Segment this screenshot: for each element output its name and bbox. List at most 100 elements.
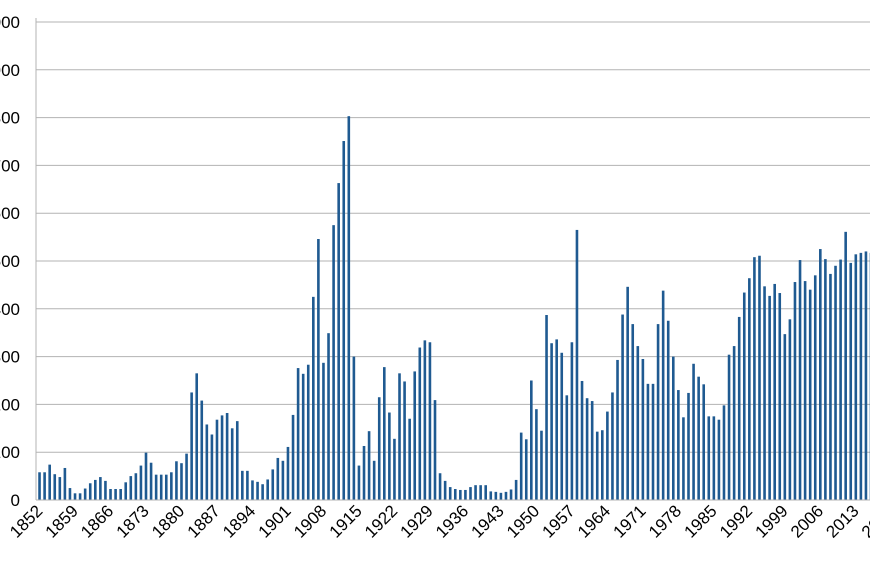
bar-1947: [519, 432, 523, 500]
bar-1891: [235, 421, 239, 500]
y-tick-label: 900: [0, 61, 20, 80]
bar-1993: [753, 257, 756, 500]
bar-1883: [195, 373, 199, 500]
x-tick-label: 1943: [468, 501, 508, 541]
bar-1990: [737, 316, 741, 500]
bar-1887: [215, 419, 219, 500]
x-tick-label: 1866: [77, 501, 117, 541]
bar-2000: [788, 319, 792, 500]
bar-1955: [560, 352, 564, 500]
bar-1959: [580, 380, 584, 500]
bar-1927: [418, 347, 422, 500]
bar-2013: [854, 254, 858, 500]
bar-1916: [362, 445, 366, 500]
bar-1867: [114, 489, 117, 500]
bar-1912: [342, 141, 346, 500]
bar-2015: [864, 251, 868, 500]
bar-1922: [393, 438, 396, 500]
bar-1910: [332, 225, 335, 500]
bar-1854: [48, 464, 51, 500]
bar-1929: [428, 342, 432, 500]
bar-1874: [149, 462, 153, 500]
bar-1896: [261, 484, 264, 500]
bar-1882: [190, 392, 193, 500]
bar-1992: [748, 278, 751, 500]
y-tick-label: 500: [0, 252, 20, 271]
bar-1909: [327, 333, 330, 500]
x-tick-label: 2006: [787, 501, 827, 541]
bar-1881: [185, 453, 188, 500]
bar-1857: [63, 467, 67, 500]
bar-1852: [38, 472, 41, 500]
bar-1942: [494, 491, 498, 500]
bar-1931: [438, 473, 442, 500]
bar-1889: [225, 413, 229, 500]
bar-1963: [601, 430, 604, 500]
bar-1987: [722, 405, 726, 500]
bar-1953: [550, 343, 553, 500]
bar-1930: [433, 400, 437, 500]
bar-1999: [783, 334, 787, 500]
y-tick-label: 400: [0, 300, 20, 319]
x-tick-label: 1964: [574, 501, 614, 541]
bar-1876: [159, 474, 163, 500]
bar-2005: [813, 275, 817, 500]
bar-1900: [281, 460, 285, 500]
y-tick-label: 200: [0, 395, 20, 414]
y-tick-label: 1000: [0, 13, 20, 32]
bar-1925: [408, 418, 411, 500]
bar-2004: [808, 289, 812, 500]
bar-1969: [631, 324, 635, 500]
bar-1978: [677, 390, 680, 500]
x-tick-label: 1929: [397, 501, 437, 541]
bar-1991: [742, 292, 746, 500]
bar-1940: [484, 485, 487, 500]
bar-1954: [555, 339, 558, 500]
bar-1919: [377, 397, 381, 500]
x-tick-label: 1908: [290, 501, 330, 541]
bar-1938: [474, 485, 477, 500]
bar-1935: [459, 489, 462, 500]
y-tick-label: 0: [11, 491, 20, 510]
bar-1975: [661, 290, 665, 500]
bar-1904: [301, 373, 305, 500]
bar-1956: [565, 395, 569, 500]
bar-1868: [119, 489, 122, 500]
bar-1973: [651, 383, 655, 500]
bar-1902: [291, 414, 295, 500]
x-tick-label: 1859: [42, 501, 82, 541]
bar-1926: [413, 371, 417, 500]
bar-2003: [803, 281, 807, 500]
bar-2006: [819, 249, 822, 500]
bar-1861: [83, 488, 87, 500]
bar-1976: [666, 320, 670, 500]
bar-1937: [469, 487, 472, 500]
bar-1890: [230, 428, 234, 500]
bar-1977: [671, 356, 675, 500]
bar-1864: [99, 477, 102, 500]
bar-1923: [398, 373, 401, 500]
bar-1988: [727, 354, 731, 500]
x-axis-tick-labels: 1852185918661873188018871894190119081915…: [6, 501, 870, 541]
bar-1946: [514, 479, 518, 500]
bar-1853: [43, 472, 46, 500]
bar-1860: [78, 493, 82, 500]
bar-1886: [210, 434, 214, 500]
bar-1980: [687, 392, 690, 500]
bar-1960: [585, 398, 589, 500]
bar-1933: [448, 487, 452, 500]
bar-1995: [763, 286, 766, 500]
y-tick-label: 300: [0, 348, 20, 367]
bar-1905: [306, 364, 310, 500]
bar-1994: [758, 255, 761, 500]
x-tick-label: 1880: [148, 501, 188, 541]
x-tick-label: 1992: [716, 501, 756, 541]
bar-1924: [403, 381, 406, 500]
bar-1873: [144, 452, 148, 500]
bar-1974: [656, 324, 660, 500]
bar-1865: [104, 480, 107, 500]
bar-1970: [636, 346, 640, 500]
bar-1892: [241, 470, 244, 500]
bar-1895: [256, 481, 259, 500]
bar-1893: [246, 470, 249, 500]
